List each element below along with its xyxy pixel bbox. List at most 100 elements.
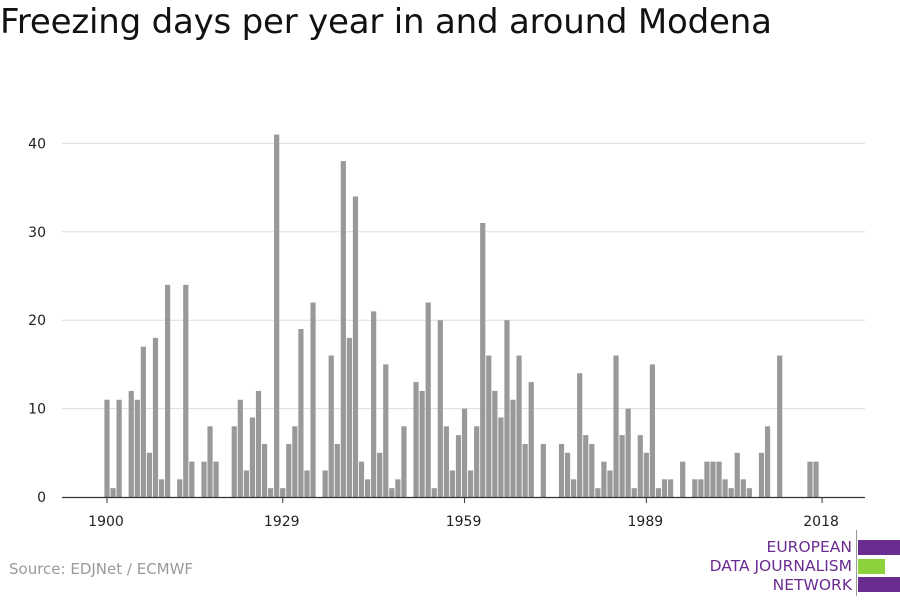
bar-1946 [383,364,389,497]
bar-1933 [304,470,310,497]
bar-2002 [722,479,728,497]
bar-1923 [243,470,249,497]
bar-2008 [758,452,765,497]
bar-2009 [764,426,771,497]
bar-1939 [340,161,346,497]
bar-1936 [322,470,328,497]
logo-bar-middle [858,559,885,574]
bar-1955 [437,320,443,497]
bar-1907 [146,452,153,497]
bars [104,134,819,497]
x-tick-label: 1929 [264,514,300,530]
bar-2016 [807,461,813,497]
bar-1969 [522,443,528,497]
bar-1941 [352,196,359,497]
bar-1904 [128,390,134,497]
bar-1945 [377,452,383,497]
y-tick-label: 20 [28,313,46,329]
bar-1966 [504,320,510,497]
axes: 0 10 20 30 40 1900 1929 1959 1989 2018 [28,136,865,530]
logo-line-network: NETWORK [772,576,852,594]
bar-1942 [358,461,365,497]
bar-1978 [577,373,583,497]
bar-1954 [431,488,437,497]
x-tick-label: 1959 [446,514,482,530]
bar-1977 [571,479,577,497]
bar-1965 [498,417,504,497]
bar-1928 [274,134,280,497]
bar-1905 [134,399,140,497]
bar-1944 [371,311,377,497]
bar-1937 [328,355,334,497]
bar-1912 [177,479,183,497]
bar-1976 [564,452,571,497]
bar-2005 [740,479,746,497]
bar-1901 [110,488,116,497]
bar-1990 [649,364,655,497]
bar-1918 [213,461,219,497]
bar-1925 [255,390,262,497]
gridlines [62,142,865,410]
x-tick-label: 2018 [803,514,839,530]
bar-2004 [734,452,740,497]
bar-1984 [613,355,619,497]
logo-divider [856,530,857,596]
bar-1962 [480,222,486,497]
bar-1900 [104,399,110,497]
bar-1909 [158,479,165,497]
bar-1992 [661,479,668,497]
bar-1927 [268,488,274,497]
bar-1999 [704,461,710,497]
y-tick-label: 40 [28,136,46,152]
bar-2003 [728,488,734,497]
bar-1929 [280,488,286,497]
y-tick-label: 10 [28,402,46,418]
bar-1972 [540,443,546,497]
bar-1968 [516,355,522,497]
bar-2000 [710,461,716,497]
bar-1970 [528,382,534,497]
bar-1948 [395,479,401,497]
y-tick-label: 0 [37,490,46,506]
bar-1982 [601,461,607,497]
logo-line-data-journalism: DATA JOURNALISM [709,557,852,575]
bar-1986 [625,408,631,497]
bar-1967 [510,399,516,497]
bar-1997 [692,479,698,497]
bar-1991 [655,488,662,497]
bar-1953 [425,302,431,497]
edjnet-logo[interactable]: EUROPEAN DATA JOURNALISM NETWORK [700,530,900,600]
bar-2001 [716,461,722,497]
bar-1949 [401,426,407,497]
bar-1934 [310,302,316,497]
bar-1985 [619,435,625,497]
bar-1964 [492,390,498,497]
bar-1943 [364,479,371,497]
bar-1983 [607,470,613,497]
bar-1963 [486,355,492,497]
bar-1922 [237,399,243,497]
bar-1908 [152,337,159,497]
bar-1957 [449,470,456,497]
bar-1998 [698,479,704,497]
bar-1932 [298,329,304,497]
bar-1931 [292,426,298,497]
bar-1981 [595,488,601,497]
bar-1995 [680,461,686,497]
bar-2017 [813,461,819,497]
bar-1988 [637,435,643,497]
bar-2006 [746,488,752,497]
bar-1951 [413,382,419,497]
bar-1940 [346,337,352,497]
bar-1926 [261,443,268,497]
bar-1947 [389,488,395,497]
x-tick-label: 1989 [628,514,664,530]
bar-1921 [231,426,237,497]
bar-1989 [643,452,649,497]
bar-1906 [140,346,146,497]
bar-1980 [589,443,595,497]
bar-1961 [474,426,480,497]
bar-1975 [558,443,565,497]
bar-1930 [286,443,292,497]
bar-1913 [183,284,189,497]
